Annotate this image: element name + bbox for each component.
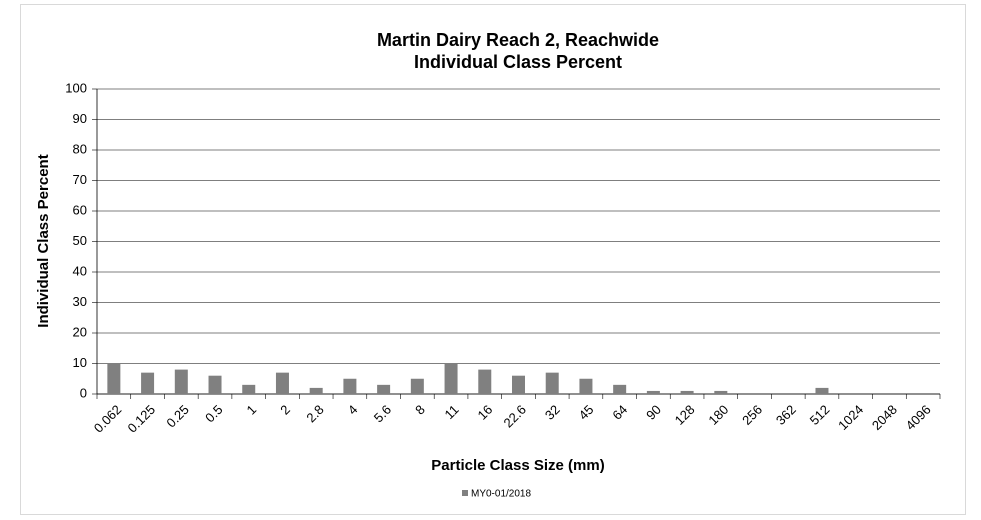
- bar: [512, 375, 525, 394]
- y-axis-title: Individual Class Percent: [35, 154, 52, 327]
- bar: [613, 384, 627, 394]
- y-tick-label: 70: [73, 172, 87, 187]
- chart-title: Martin Dairy Reach 2, Reachwide: [377, 30, 659, 50]
- x-axis-title: Particle Class Size (mm): [431, 457, 604, 474]
- bar: [815, 387, 829, 394]
- bar: [242, 384, 256, 394]
- bar: [343, 378, 357, 394]
- y-tick-label: 100: [65, 80, 87, 95]
- bar: [275, 372, 289, 394]
- y-tick-label: 50: [73, 233, 87, 248]
- y-tick-label: 40: [73, 263, 87, 278]
- bar: [579, 378, 593, 394]
- bar: [309, 387, 323, 394]
- y-tick-label: 10: [73, 355, 87, 370]
- bar: [174, 369, 188, 394]
- bar: [646, 390, 660, 394]
- bar: [410, 378, 424, 394]
- bar: [714, 390, 728, 394]
- bar: [545, 372, 559, 394]
- y-tick-label: 30: [73, 294, 87, 309]
- bar: [107, 363, 121, 394]
- bar: [141, 372, 155, 394]
- y-tick-label: 0: [80, 385, 87, 400]
- y-tick-label: 80: [73, 141, 87, 156]
- chart-border: [20, 4, 966, 515]
- bar: [444, 363, 458, 394]
- bar: [478, 369, 492, 394]
- chart-subtitle: Individual Class Percent: [414, 52, 622, 72]
- y-tick-label: 60: [73, 202, 87, 217]
- y-tick-label: 90: [73, 111, 87, 126]
- y-tick-label: 20: [73, 324, 87, 339]
- bar: [680, 390, 694, 394]
- bar: [208, 375, 222, 394]
- bar: [377, 384, 391, 394]
- legend-label: MY0-01/2018: [471, 489, 531, 500]
- legend-swatch: [462, 490, 468, 496]
